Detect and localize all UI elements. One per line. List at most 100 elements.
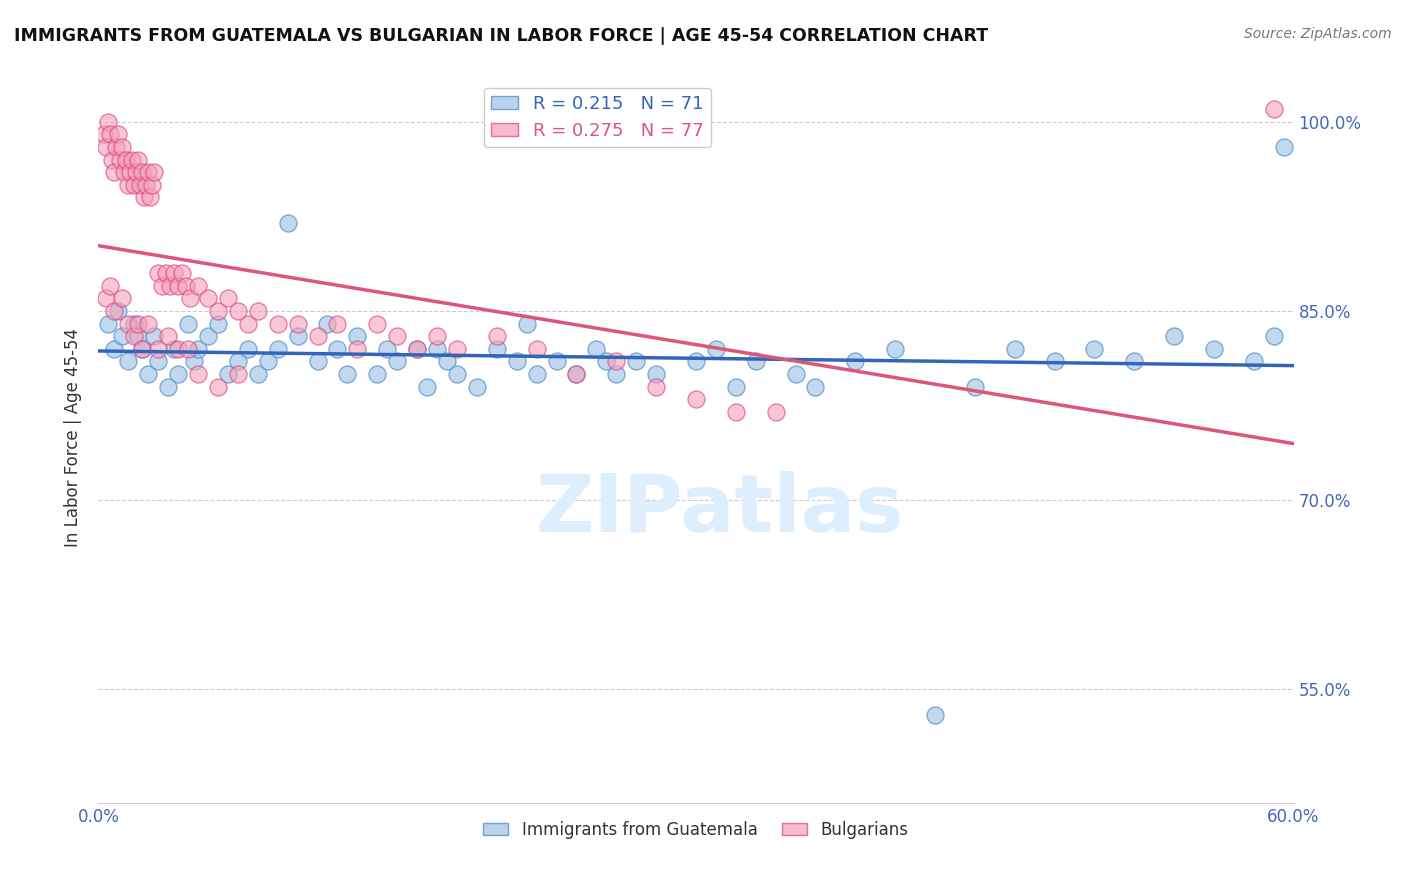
Point <box>107 304 129 318</box>
Point <box>124 178 146 192</box>
Point <box>103 342 125 356</box>
Point <box>446 367 468 381</box>
Point <box>148 354 170 368</box>
Point <box>406 342 429 356</box>
Point <box>174 278 197 293</box>
Point <box>207 304 229 318</box>
Point <box>148 342 170 356</box>
Point <box>605 354 627 368</box>
Point <box>366 317 388 331</box>
Point <box>426 342 449 356</box>
Point <box>236 342 259 356</box>
Point <box>187 278 209 293</box>
Point <box>506 354 529 368</box>
Y-axis label: In Labor Force | Age 45-54: In Labor Force | Age 45-54 <box>65 327 83 547</box>
Point <box>177 317 200 331</box>
Point <box>112 165 135 179</box>
Point <box>117 317 139 331</box>
Point <box>179 291 201 305</box>
Point <box>107 128 129 142</box>
Point <box>605 367 627 381</box>
Point <box>585 342 607 356</box>
Point <box>143 165 166 179</box>
Point <box>267 317 290 331</box>
Point <box>963 379 986 393</box>
Point <box>307 329 329 343</box>
Point <box>884 342 907 356</box>
Point <box>426 329 449 343</box>
Point <box>745 354 768 368</box>
Point <box>131 165 153 179</box>
Point <box>375 342 398 356</box>
Point <box>157 329 180 343</box>
Point <box>256 354 278 368</box>
Point <box>385 354 409 368</box>
Point <box>117 354 139 368</box>
Point <box>131 342 153 356</box>
Point <box>565 367 588 381</box>
Point <box>516 317 538 331</box>
Point <box>645 379 668 393</box>
Point <box>236 317 259 331</box>
Point <box>226 304 249 318</box>
Point <box>1163 329 1185 343</box>
Point <box>526 367 548 381</box>
Text: ZIPatlas: ZIPatlas <box>536 471 904 549</box>
Point <box>187 342 209 356</box>
Point <box>924 707 946 722</box>
Point <box>406 342 429 356</box>
Point <box>267 342 290 356</box>
Point <box>127 317 149 331</box>
Point <box>172 266 194 280</box>
Point <box>724 379 747 393</box>
Point <box>207 317 229 331</box>
Point <box>101 153 124 167</box>
Point <box>626 354 648 368</box>
Point <box>103 304 125 318</box>
Text: Source: ZipAtlas.com: Source: ZipAtlas.com <box>1244 27 1392 41</box>
Point <box>217 291 239 305</box>
Point <box>167 278 190 293</box>
Point <box>1043 354 1066 368</box>
Point <box>785 367 807 381</box>
Point <box>139 190 162 204</box>
Point <box>207 379 229 393</box>
Point <box>136 367 159 381</box>
Point <box>546 354 568 368</box>
Point <box>595 354 617 368</box>
Point <box>765 405 787 419</box>
Point <box>177 342 200 356</box>
Point <box>197 329 219 343</box>
Point <box>96 140 118 154</box>
Point <box>97 317 120 331</box>
Point <box>111 140 134 154</box>
Point <box>141 178 163 192</box>
Point <box>111 291 134 305</box>
Point <box>385 329 409 343</box>
Point <box>226 354 249 368</box>
Point <box>143 329 166 343</box>
Point <box>366 367 388 381</box>
Point <box>844 354 866 368</box>
Point <box>163 342 186 356</box>
Point <box>526 342 548 356</box>
Point <box>136 317 159 331</box>
Point <box>416 379 439 393</box>
Point <box>1243 354 1265 368</box>
Point <box>121 153 143 167</box>
Point <box>115 153 138 167</box>
Point <box>134 190 156 204</box>
Point <box>110 153 132 167</box>
Point <box>136 165 159 179</box>
Point <box>346 329 368 343</box>
Point <box>120 165 142 179</box>
Point <box>124 329 146 343</box>
Point <box>346 342 368 356</box>
Point <box>226 367 249 381</box>
Point <box>96 291 118 305</box>
Point <box>436 354 458 368</box>
Point <box>97 115 120 129</box>
Point <box>183 354 205 368</box>
Point <box>187 367 209 381</box>
Point <box>159 278 181 293</box>
